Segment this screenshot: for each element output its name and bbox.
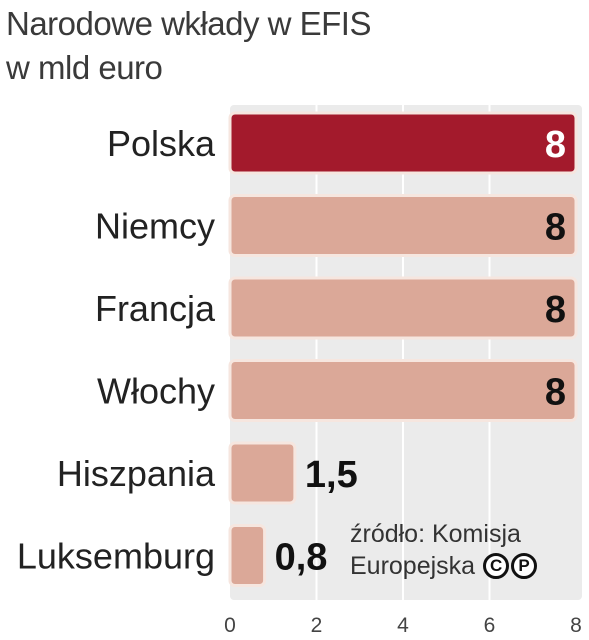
x-tick-label: 8 [570,614,582,637]
category-label: Luksemburg [17,536,215,577]
category-label: Niemcy [95,206,215,247]
value-label: 8 [545,207,566,249]
category-label: Włochy [97,371,215,412]
value-label: 0,8 [275,537,328,579]
value-label: 1,5 [305,454,358,496]
bar-hiszpania [228,441,297,505]
chart-title-line2: w mld euro [6,49,163,86]
value-label: 8 [545,372,566,414]
bar-niemcy [228,194,578,257]
source-line2: Europejska [350,552,476,580]
x-tick-label: 0 [224,614,236,637]
bar-polska [228,111,578,175]
chart-title-line1: Narodowe wkłady w EFIS [6,5,371,42]
category-label: Polska [107,123,216,164]
copyright-icon: C [483,553,510,579]
source-note: źródło: Komisja Europejska C P [350,518,538,582]
bar-francja [228,276,578,340]
x-tick-label: 2 [311,614,323,637]
category-label: Francja [95,288,216,329]
value-label: 8 [545,289,566,331]
category-label: Hiszpania [57,453,216,494]
chart-title: Narodowe wkłady w EFIS w mld euro [6,2,371,90]
source-line1: źródło: Komisja [350,520,521,548]
x-tick-label: 6 [484,614,496,637]
p-icon: P [511,553,538,579]
x-tick-label: 4 [397,614,409,637]
value-label: 8 [545,124,566,166]
bar-włochy [228,359,578,422]
bar-luksemburg [228,524,267,587]
